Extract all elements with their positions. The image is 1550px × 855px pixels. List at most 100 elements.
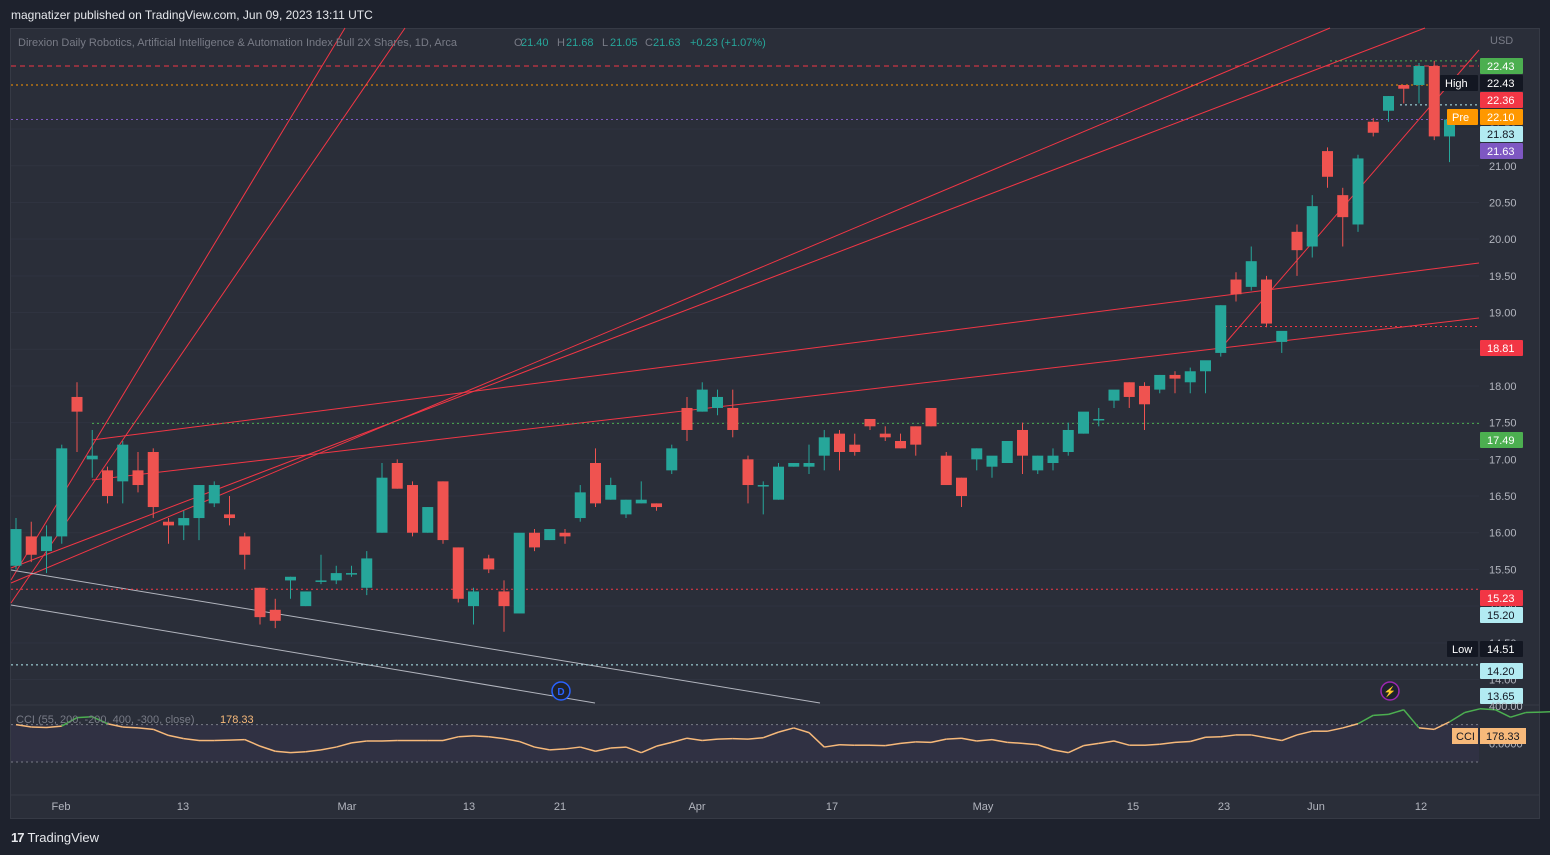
candle[interactable]	[224, 496, 235, 526]
candle[interactable]	[956, 477, 967, 508]
candle[interactable]	[925, 407, 937, 427]
trendline[interactable]	[91, 262, 1480, 441]
candle[interactable]	[361, 551, 373, 596]
candle[interactable]	[574, 485, 586, 522]
trendline[interactable]	[10, 569, 821, 704]
candle[interactable]	[742, 455, 754, 504]
candle[interactable]	[1017, 422, 1028, 475]
candle[interactable]	[1123, 382, 1135, 408]
trendline[interactable]	[10, 27, 1331, 584]
candle[interactable]	[590, 448, 601, 508]
candle[interactable]	[1245, 246, 1257, 291]
candle[interactable]	[1291, 224, 1303, 276]
candle[interactable]	[635, 481, 647, 504]
candle[interactable]	[193, 485, 205, 541]
candle[interactable]	[666, 444, 678, 475]
candle[interactable]	[712, 389, 723, 416]
candle[interactable]	[971, 448, 983, 471]
candle[interactable]	[1383, 96, 1394, 122]
candle[interactable]	[1184, 367, 1196, 394]
candle[interactable]	[1093, 407, 1105, 427]
candle[interactable]	[864, 418, 876, 430]
candle[interactable]	[620, 499, 632, 519]
candle[interactable]	[391, 459, 403, 489]
trendline[interactable]	[10, 27, 1426, 569]
candle[interactable]	[315, 554, 327, 585]
candle[interactable]	[56, 444, 68, 544]
candle[interactable]	[1200, 360, 1211, 394]
candle[interactable]	[147, 448, 159, 519]
candle[interactable]	[285, 576, 296, 599]
candle[interactable]	[330, 565, 342, 585]
candle[interactable]	[407, 481, 418, 537]
candle[interactable]	[1337, 187, 1349, 247]
candle[interactable]	[849, 433, 861, 456]
candle[interactable]	[1276, 330, 1288, 353]
trendline[interactable]	[10, 27, 406, 604]
candle[interactable]	[1047, 448, 1059, 471]
candle[interactable]	[86, 429, 98, 478]
candle[interactable]	[483, 554, 495, 574]
candle[interactable]	[605, 477, 617, 500]
dividend-marker[interactable]: D	[551, 681, 571, 701]
candle[interactable]	[163, 518, 174, 544]
candle[interactable]	[376, 463, 388, 533]
candle[interactable]	[468, 587, 479, 625]
candle[interactable]	[117, 440, 129, 504]
candle[interactable]	[910, 426, 922, 456]
candle[interactable]	[681, 396, 693, 441]
candle[interactable]	[803, 444, 815, 475]
candle[interactable]	[1078, 411, 1089, 434]
candle[interactable]	[696, 382, 708, 412]
trendline[interactable]	[10, 604, 596, 704]
candle[interactable]	[513, 532, 525, 614]
candle[interactable]	[1108, 389, 1120, 408]
earnings-marker[interactable]: ⚡	[1380, 681, 1400, 701]
candle[interactable]	[1230, 272, 1242, 302]
candle[interactable]	[437, 481, 449, 544]
tradingview-logo[interactable]: 17 TradingView	[11, 830, 99, 845]
trendline[interactable]	[91, 317, 1480, 481]
candle[interactable]	[1413, 63, 1425, 104]
candle[interactable]	[10, 518, 22, 570]
candle[interactable]	[1428, 60, 1440, 141]
candle[interactable]	[879, 426, 891, 441]
candle[interactable]	[986, 455, 998, 478]
candle[interactable]	[788, 463, 800, 467]
candle[interactable]	[834, 429, 845, 471]
candle[interactable]	[1367, 118, 1379, 137]
candle[interactable]	[208, 481, 220, 508]
candle[interactable]	[757, 481, 769, 515]
candle[interactable]	[25, 521, 37, 563]
candle[interactable]	[727, 389, 739, 438]
candle[interactable]	[239, 532, 251, 570]
candle[interactable]	[102, 466, 113, 504]
candle[interactable]	[651, 503, 662, 511]
candle[interactable]	[940, 452, 952, 486]
candle[interactable]	[1139, 382, 1150, 430]
candle[interactable]	[1169, 371, 1181, 394]
trendline[interactable]	[1221, 49, 1480, 348]
candle[interactable]	[1062, 422, 1074, 456]
candle[interactable]	[818, 429, 830, 471]
candle[interactable]	[300, 591, 312, 607]
candle[interactable]	[1398, 85, 1410, 104]
candle[interactable]	[269, 598, 281, 629]
candle[interactable]	[41, 525, 52, 574]
candle[interactable]	[346, 565, 357, 577]
candle[interactable]	[1306, 195, 1318, 258]
candle[interactable]	[71, 382, 83, 453]
candle[interactable]	[1154, 374, 1166, 394]
candle[interactable]	[1215, 305, 1227, 357]
candle[interactable]	[773, 463, 784, 500]
candle[interactable]	[1322, 147, 1333, 188]
candle[interactable]	[1032, 455, 1044, 475]
candle[interactable]	[254, 587, 266, 625]
candle[interactable]	[452, 547, 464, 603]
candle[interactable]	[422, 507, 434, 533]
candle[interactable]	[559, 529, 571, 544]
candle[interactable]	[1001, 440, 1013, 464]
candle[interactable]	[895, 433, 906, 449]
candle[interactable]	[498, 580, 510, 632]
